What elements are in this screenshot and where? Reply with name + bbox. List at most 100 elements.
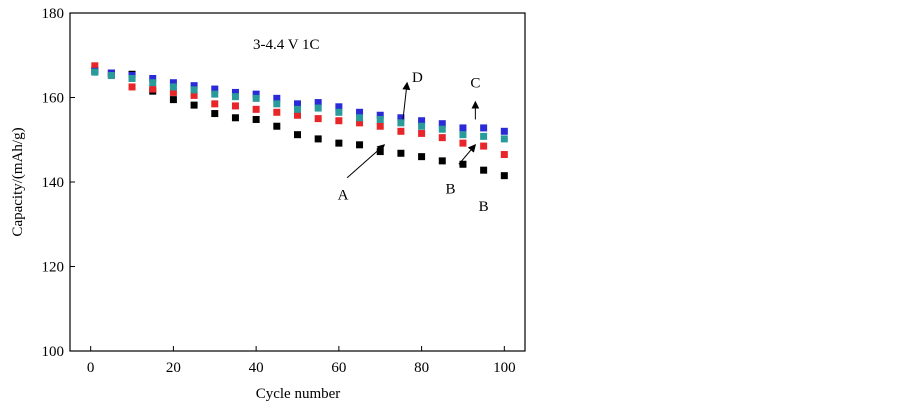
data-point — [294, 131, 301, 139]
data-points — [91, 62, 508, 180]
data-point — [418, 129, 426, 137]
data-point — [252, 105, 260, 113]
data-point — [190, 101, 198, 109]
data-point — [438, 157, 446, 165]
data-point — [397, 127, 405, 135]
data-point — [211, 90, 219, 98]
data-point — [480, 124, 488, 132]
data-point — [500, 151, 508, 159]
data-point — [459, 160, 467, 168]
data-point — [91, 68, 99, 76]
data-point — [273, 122, 281, 130]
data-point — [314, 104, 322, 112]
data-point — [376, 122, 384, 130]
data-point — [480, 132, 488, 140]
data-point — [418, 122, 426, 130]
data-point — [294, 100, 301, 108]
data-point — [294, 111, 301, 119]
data-point — [356, 114, 364, 122]
data-point — [211, 110, 219, 118]
data-point — [356, 108, 364, 116]
data-point — [149, 74, 157, 82]
x-tick-label: 60 — [331, 360, 346, 376]
x-tick-label: 0 — [87, 360, 95, 376]
axis-ticks: 0 20 40 60 80 100 100 120 140 160 180 — [42, 6, 516, 376]
data-point — [128, 74, 136, 82]
data-point — [397, 149, 405, 157]
y-tick-label: 140 — [42, 175, 65, 191]
data-point — [252, 115, 260, 123]
data-point — [169, 83, 177, 91]
data-point — [459, 131, 467, 139]
data-point — [438, 134, 446, 142]
data-point — [335, 108, 343, 116]
x-tick-label: 100 — [493, 360, 516, 376]
x-tick-label: 80 — [414, 360, 429, 376]
y-axis-title: Capacity/(mAh/g) — [10, 127, 26, 236]
data-point — [91, 62, 99, 70]
arrow-label-B: B — [479, 199, 489, 215]
data-point — [356, 119, 364, 127]
data-point — [190, 82, 198, 90]
data-point — [231, 114, 239, 122]
data-point — [418, 117, 426, 125]
data-point — [231, 102, 239, 110]
data-point — [294, 105, 301, 113]
x-axis-title: Cycle number — [256, 386, 341, 402]
data-point — [169, 88, 177, 96]
data-point — [314, 99, 322, 107]
data-point — [231, 93, 239, 101]
data-point — [376, 115, 384, 123]
data-point — [480, 142, 488, 150]
data-point — [376, 111, 384, 119]
data-point — [438, 125, 446, 133]
arrow-label-C: C — [470, 76, 480, 92]
data-point — [273, 108, 281, 116]
data-point — [335, 139, 343, 147]
data-point — [169, 79, 177, 87]
data-point — [438, 120, 446, 128]
annotation-arrow — [458, 144, 477, 165]
y-tick-label: 120 — [42, 260, 65, 276]
x-tick-label: 40 — [249, 360, 264, 376]
data-point — [273, 94, 281, 102]
data-point — [335, 117, 343, 125]
series-C — [91, 67, 508, 135]
data-point — [397, 114, 405, 122]
data-point — [356, 141, 364, 149]
arrow-label-B: B — [446, 181, 456, 197]
arrow-annotations: A B B C D — [338, 70, 489, 215]
data-point — [211, 100, 219, 108]
data-point — [107, 72, 115, 80]
data-point — [252, 90, 260, 98]
data-point — [211, 85, 219, 93]
data-point — [480, 166, 488, 174]
plot-frame — [69, 12, 526, 352]
arrow-label-D: D — [412, 70, 423, 86]
y-tick-label: 160 — [42, 91, 65, 107]
annotation-arrow — [346, 144, 386, 179]
data-point — [314, 135, 322, 143]
data-point — [397, 119, 405, 127]
series-B — [91, 62, 508, 159]
data-point — [418, 153, 426, 161]
data-point — [169, 96, 177, 104]
data-point — [500, 172, 508, 180]
data-point — [149, 85, 157, 93]
data-point — [500, 127, 508, 135]
data-point — [231, 88, 239, 96]
y-tick-label: 180 — [42, 6, 65, 22]
data-point — [149, 79, 157, 87]
series-D — [91, 68, 508, 143]
data-point — [459, 139, 467, 147]
data-point — [314, 115, 322, 123]
x-tick-label: 20 — [166, 360, 181, 376]
data-point — [335, 103, 343, 111]
data-point — [459, 124, 467, 132]
data-point — [273, 100, 281, 108]
data-point — [190, 86, 198, 94]
data-point — [500, 135, 508, 143]
chart-annotation: 3-4.4 V 1C — [253, 37, 320, 53]
